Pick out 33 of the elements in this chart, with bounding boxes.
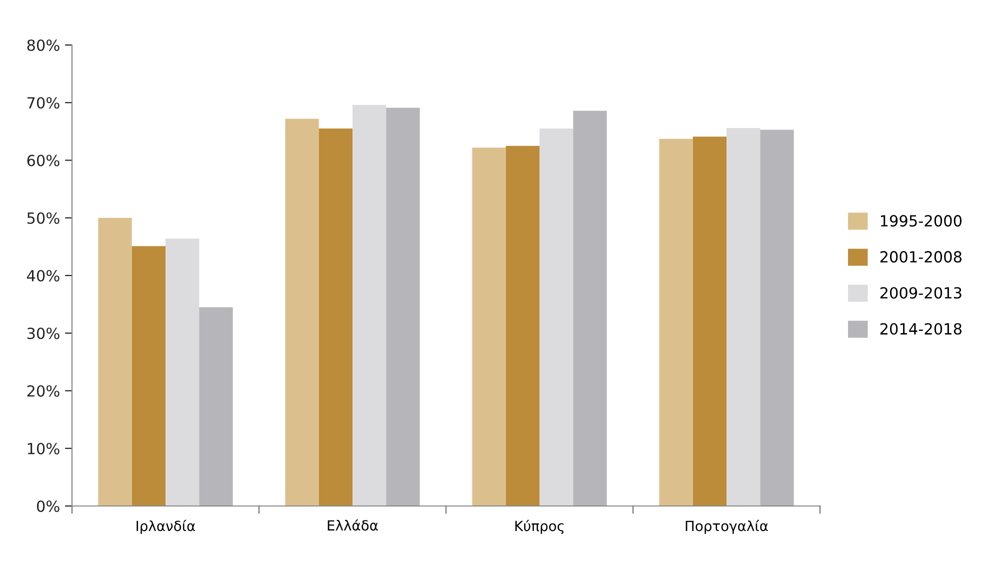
x-tick-label: Ιρλανδία <box>136 520 196 534</box>
legend-label: 2014-2018 <box>880 323 962 335</box>
y-tick-label: 30% <box>27 328 60 340</box>
y-tick-label: 0% <box>36 500 60 512</box>
y-tick-label: 10% <box>28 442 60 454</box>
bar <box>540 128 574 506</box>
x-tick-label: Πορτογαλία <box>686 520 768 534</box>
bar <box>726 128 760 506</box>
bar <box>760 130 794 506</box>
y-tick-label: 40% <box>26 270 60 282</box>
bar <box>166 238 200 506</box>
legend-label: 1995-2000 <box>880 215 962 227</box>
legend-label: 2001-2008 <box>880 251 962 263</box>
y-tick-label: 20% <box>27 385 60 397</box>
y-tick-label: 80% <box>27 39 60 52</box>
y-tick-label: 60% <box>27 154 60 166</box>
y-tick-label: 50% <box>27 212 60 224</box>
bar <box>472 148 506 506</box>
bar <box>318 128 352 506</box>
bar <box>659 138 693 506</box>
legend-label: 2009-2013 <box>880 287 962 299</box>
bar <box>386 108 420 506</box>
x-tick-label: Κύπρος <box>515 520 564 534</box>
x-tick-label: Ελλάδα <box>328 519 378 531</box>
bar <box>98 218 132 506</box>
bar <box>199 307 233 506</box>
bar <box>692 136 726 506</box>
bar <box>352 104 386 506</box>
bar <box>132 246 166 506</box>
y-tick-label: 70% <box>27 97 60 109</box>
bar <box>573 110 607 506</box>
bar <box>285 118 319 506</box>
bar <box>506 146 540 506</box>
